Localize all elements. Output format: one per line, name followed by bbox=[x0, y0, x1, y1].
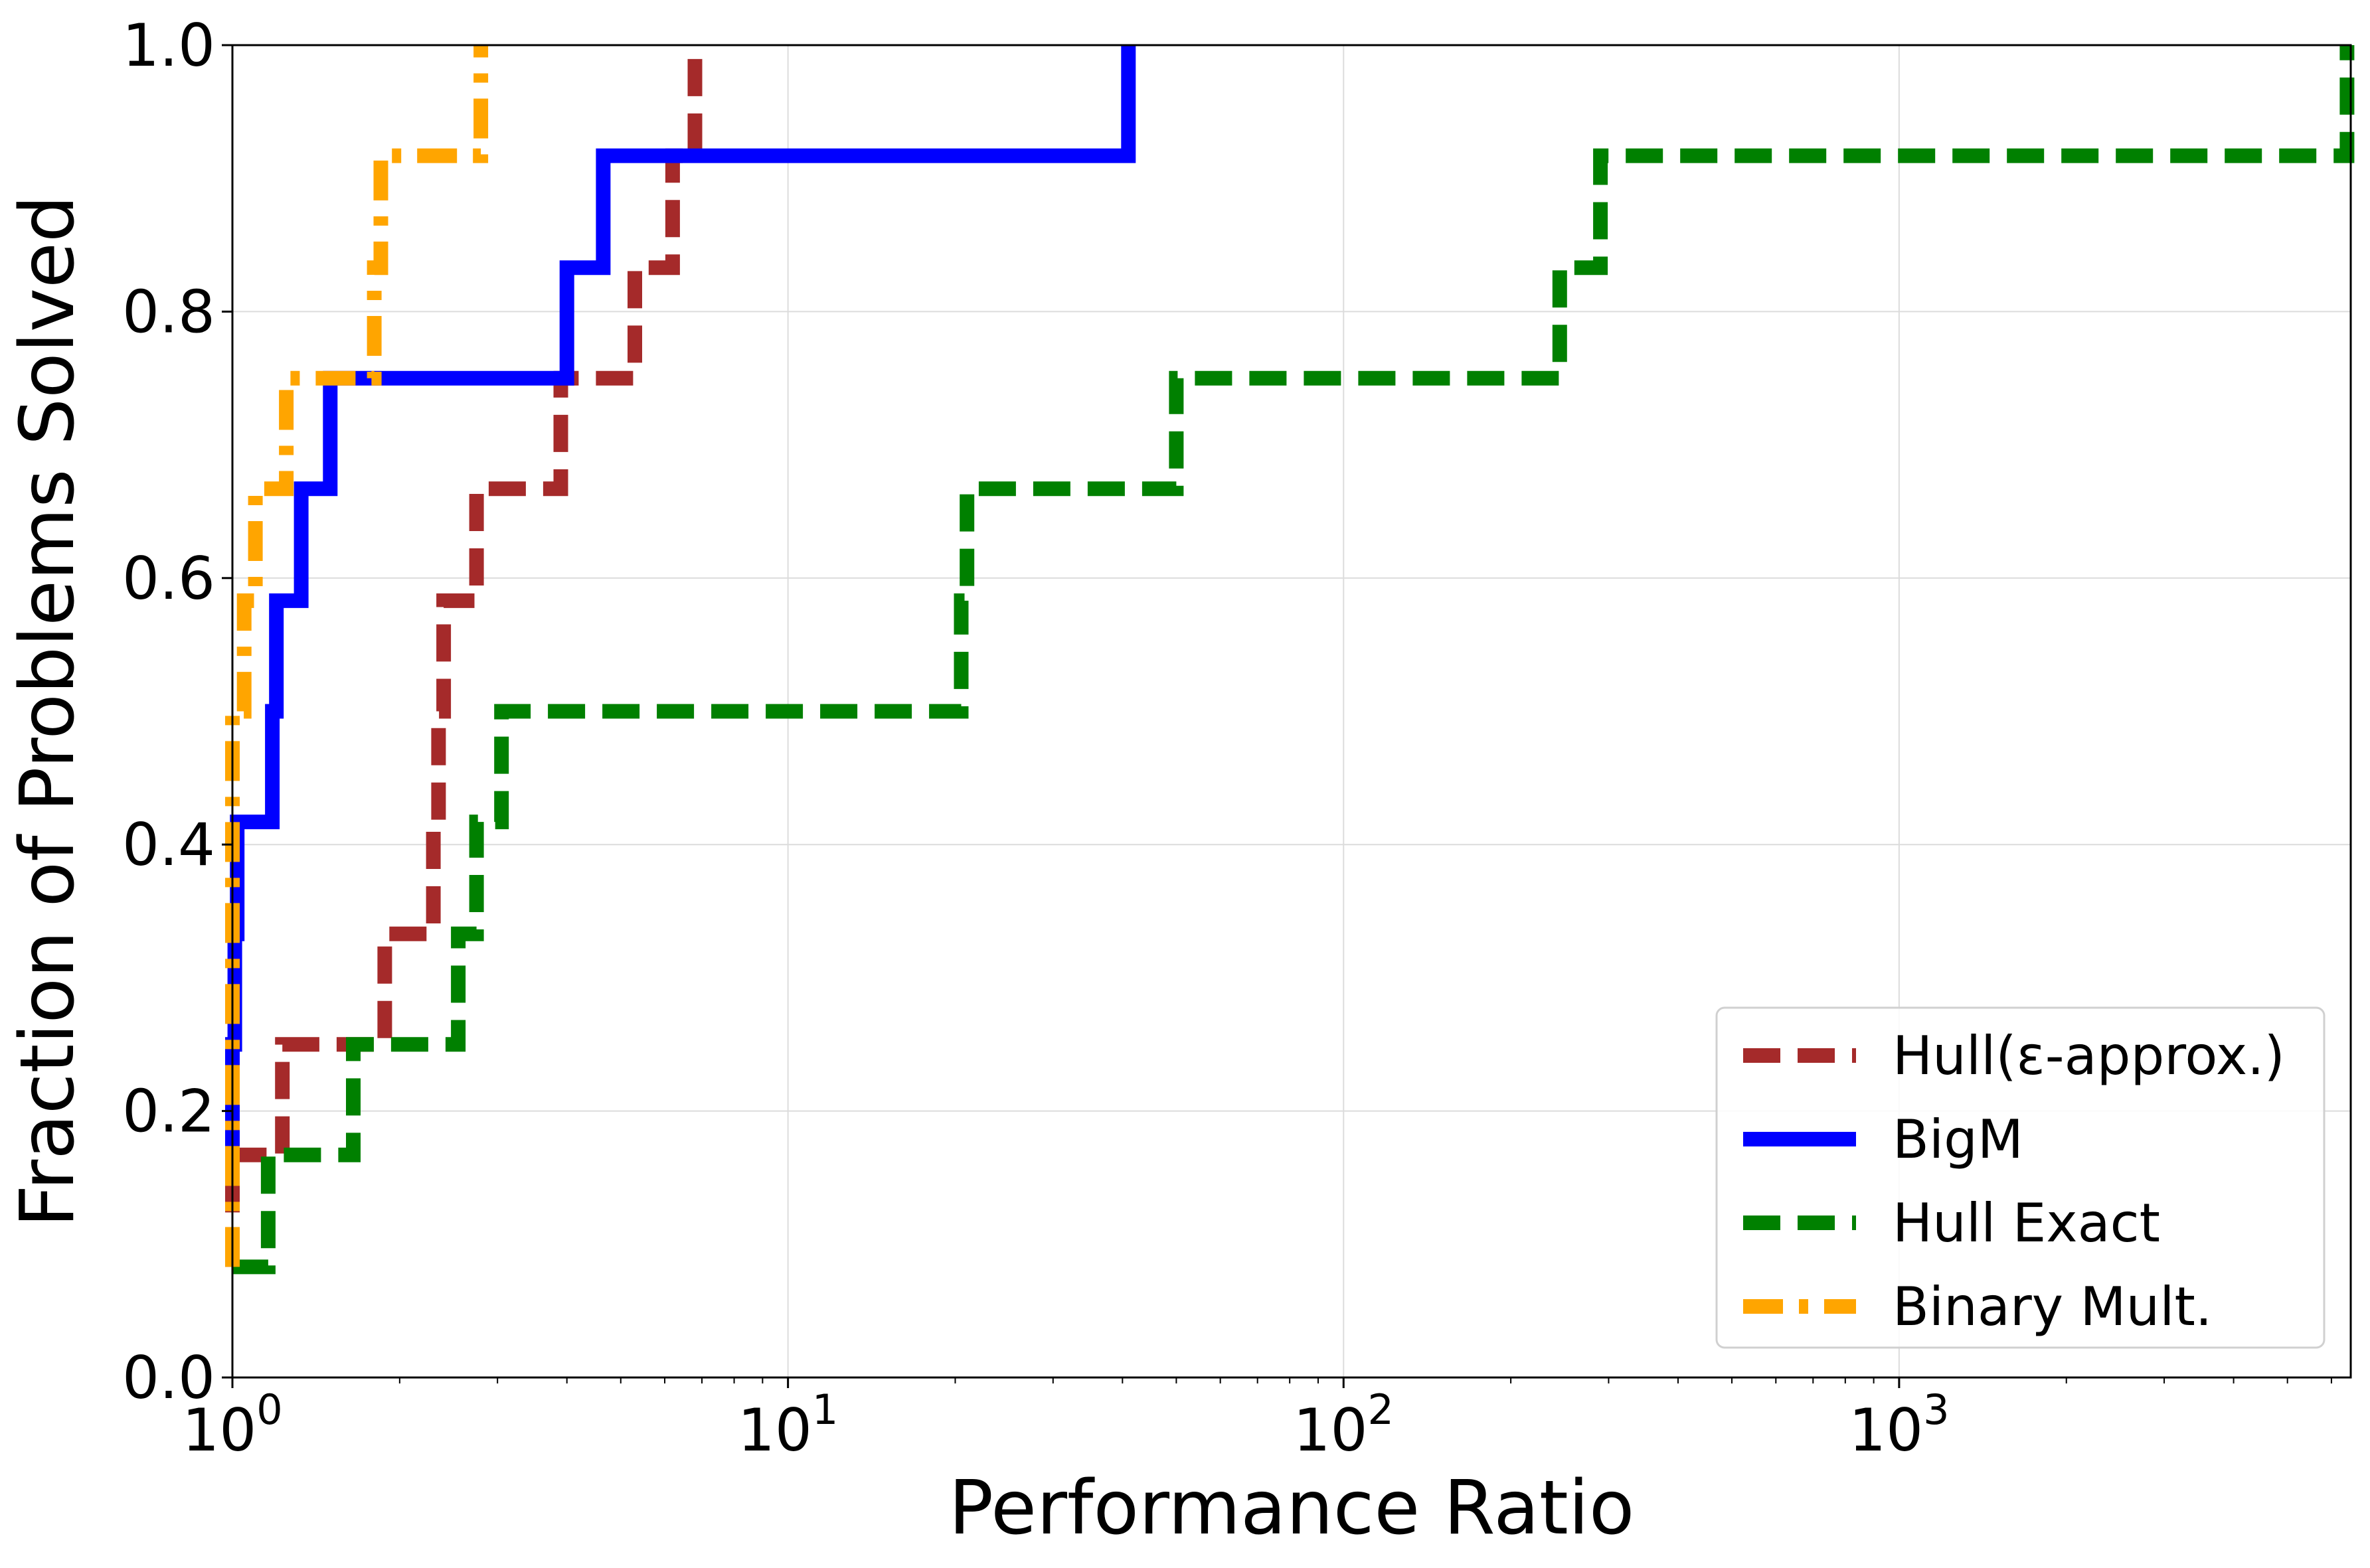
plot-frame bbox=[231, 44, 2352, 1379]
x-tick-label: 100 bbox=[182, 1385, 282, 1464]
x-axis-label: Performance Ratio bbox=[949, 1465, 1635, 1551]
x-tick-label: 103 bbox=[1849, 1385, 1949, 1464]
series-line-2 bbox=[232, 45, 2355, 1275]
y-tick-label: 0.6 bbox=[122, 544, 215, 613]
y-tick-label: 1.0 bbox=[122, 11, 215, 80]
legend-label-1: BigM bbox=[1893, 1109, 2023, 1170]
x-tick-label: 102 bbox=[1294, 1385, 1394, 1464]
series-lines bbox=[225, 45, 2355, 1275]
series-line-3 bbox=[225, 45, 489, 1267]
legend-box bbox=[1715, 1006, 2326, 1349]
y-tick-label: 0.2 bbox=[122, 1077, 215, 1146]
y-tick-label: 0.8 bbox=[122, 277, 215, 346]
y-axis-label: Fraction of Problems Solved bbox=[5, 195, 91, 1227]
axis-ticks: 0.0 0.2 0.4 0.6 0.8 1.0 100 101 102 103 bbox=[122, 11, 2332, 1464]
legend: Hull(ε-approx.) BigM Hull Exact Binary Mult… bbox=[1715, 1006, 2326, 1349]
legend-label-3: Binary Mult. bbox=[1893, 1276, 2212, 1338]
x-tick-label: 101 bbox=[738, 1385, 838, 1464]
legend-label-2: Hull Exact bbox=[1893, 1192, 2160, 1254]
y-tick-label: 0.0 bbox=[122, 1344, 215, 1412]
y-tick-label: 0.4 bbox=[122, 811, 215, 879]
series-line-0 bbox=[225, 45, 703, 1267]
legend-label-0: Hull(ε-approx.) bbox=[1893, 1025, 2285, 1087]
